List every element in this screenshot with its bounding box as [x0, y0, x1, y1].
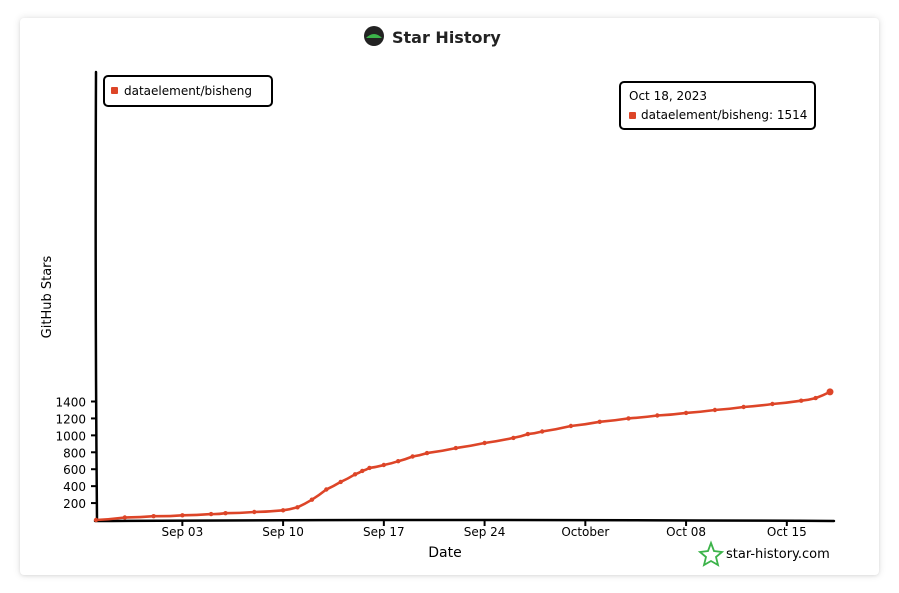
data-point[interactable] [511, 435, 516, 441]
legend: dataelement/bisheng [103, 75, 273, 107]
y-ticks: 200 400 600 800 1000 1200 1400 [55, 396, 97, 511]
data-point[interactable] [683, 410, 689, 416]
data-point[interactable] [770, 401, 775, 407]
x-tick-label: Sep 03 [162, 525, 204, 539]
data-point[interactable] [93, 517, 99, 523]
x-axis-title: Date [428, 545, 461, 561]
data-point[interactable] [338, 479, 343, 485]
x-tick-label: Sep 24 [464, 525, 506, 539]
legend-label: dataelement/bisheng [124, 84, 252, 98]
tooltip-value: dataelement/bisheng: 1514 [641, 108, 807, 122]
data-point[interactable] [568, 423, 574, 429]
data-point[interactable] [597, 419, 602, 424]
data-point[interactable] [799, 398, 804, 403]
data-point[interactable] [453, 445, 458, 451]
tooltip-swatch [629, 112, 636, 119]
data-point[interactable] [540, 429, 545, 434]
y-tick-label: 600 [63, 463, 86, 477]
y-tick-label: 1000 [55, 429, 86, 443]
chart-title-group: Star History [364, 26, 501, 47]
data-point[interactable] [410, 454, 415, 459]
data-point[interactable] [324, 487, 329, 492]
chart-title: Star History [392, 28, 501, 47]
y-tick-label: 1200 [55, 412, 86, 426]
series-line-dataelement-bisheng [94, 390, 832, 522]
star-icon [697, 540, 725, 567]
data-point[interactable] [309, 497, 315, 502]
data-point[interactable] [626, 416, 631, 421]
tooltip: Oct 18, 2023 dataelement/bisheng: 1514 [619, 81, 816, 130]
data-point[interactable] [655, 413, 660, 418]
y-tick-label: 400 [63, 480, 86, 494]
logo-icon-mark [366, 34, 382, 38]
data-point[interactable] [151, 514, 156, 519]
watermark: star-history.com [697, 540, 830, 567]
data-point[interactable] [360, 468, 365, 474]
data-point[interactable] [525, 431, 530, 437]
tooltip-date: Oct 18, 2023 [629, 89, 707, 103]
y-axis [94, 70, 99, 522]
x-tick-label: October [561, 525, 609, 539]
data-point[interactable] [741, 404, 746, 410]
data-point[interactable] [396, 459, 401, 464]
x-tick-label: Oct 15 [767, 525, 807, 539]
y-tick-label: 800 [63, 446, 86, 460]
y-tick-label: 200 [63, 497, 86, 511]
data-point[interactable] [367, 465, 372, 471]
tooltip-box [619, 81, 816, 130]
x-tick-label: Sep 10 [262, 525, 304, 539]
legend-swatch [111, 87, 118, 94]
x-tick-label: Oct 08 [666, 525, 706, 539]
data-point[interactable] [295, 505, 300, 510]
data-point[interactable] [208, 511, 214, 517]
x-axis [93, 518, 836, 523]
y-axis-title: GitHub Stars [40, 255, 55, 338]
data-point[interactable] [712, 407, 718, 413]
data-point[interactable] [180, 513, 185, 518]
x-ticks: Sep 03 Sep 10 Sep 17 Sep 24 October Oct 08 Oct… [162, 520, 807, 539]
series-layer [93, 388, 834, 523]
axes [93, 70, 836, 523]
data-point[interactable] [223, 511, 228, 516]
legend-box [103, 75, 273, 107]
data-point[interactable] [482, 440, 487, 446]
data-point[interactable] [826, 388, 834, 396]
y-tick-label: 1400 [55, 396, 86, 410]
data-point[interactable] [252, 509, 257, 515]
data-point[interactable] [280, 508, 286, 513]
data-point[interactable] [122, 515, 128, 520]
data-point[interactable] [381, 462, 386, 468]
watermark-text: star-history.com [726, 547, 830, 562]
data-point[interactable] [352, 472, 358, 477]
x-tick-label: Sep 17 [363, 525, 405, 539]
data-point[interactable] [424, 450, 430, 456]
data-point[interactable] [813, 395, 818, 401]
